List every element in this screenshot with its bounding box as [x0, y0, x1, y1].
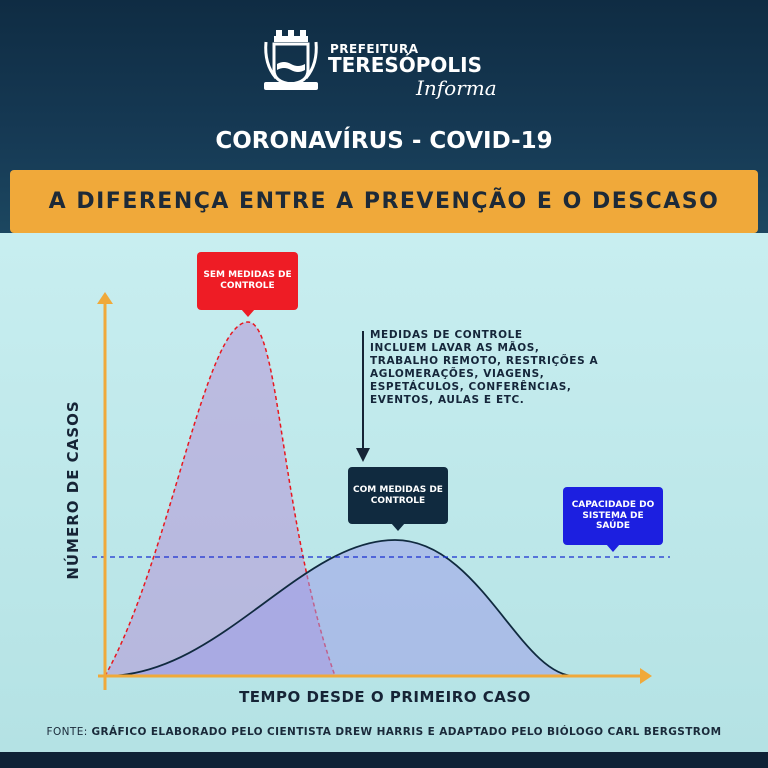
arrow-down-icon	[356, 448, 370, 462]
note-line: AGLOMERAÇÕES, VIAGENS,	[370, 368, 545, 380]
page-title: CORONAVÍRUS - COVID-19	[215, 128, 553, 154]
note-line: EVENTOS, AULAS E ETC.	[370, 394, 525, 406]
curve-without-measures	[103, 321, 337, 677]
note-title: MEDIDAS DE CONTROLE	[370, 329, 523, 341]
y-axis-label: NÚMERO DE CASOS	[64, 400, 82, 580]
source-note: FONTE: GRÁFICO ELABORADO PELO CIENTISTA …	[0, 726, 768, 738]
note-line: TRABALHO REMOTO, RESTRIÇÕES A	[370, 355, 599, 367]
source-label: FONTE:	[46, 726, 88, 738]
label-with-measures: COM MEDIDAS DE CONTROLE	[348, 467, 448, 531]
note-line: INCLUEM LAVAR AS MÃOS,	[370, 342, 540, 354]
label-without-measures: SEM MEDIDAS DE CONTROLE	[197, 252, 298, 317]
footer-bar	[0, 752, 768, 768]
logo-prefix: PREFEITURA	[330, 42, 419, 56]
x-axis-label: TEMPO DESDE O PRIMEIRO CASO	[239, 688, 531, 706]
city-seal-logo	[264, 30, 318, 90]
curve-with-measures	[104, 539, 576, 677]
note-line: ESPETÁCULOS, CONFERÊNCIAS,	[370, 381, 572, 393]
logo-tagline: Informa	[416, 76, 497, 100]
control-measures-note: MEDIDAS DE CONTROLE INCLUEM LAVAR AS MÃO…	[370, 329, 598, 407]
label-capacity: CAPACIDADE DO SISTEMA DE SAÚDE	[563, 487, 663, 552]
x-axis-arrow-icon	[640, 668, 652, 684]
y-axis-arrow-icon	[97, 292, 113, 304]
source-text: GRÁFICO ELABORADO PELO CIENTISTA DREW HA…	[91, 726, 722, 738]
logo-city: TERESÓPOLIS	[328, 53, 483, 77]
headline-banner: A DIFERENÇA ENTRE A PREVENÇÃO E O DESCAS…	[10, 170, 758, 233]
